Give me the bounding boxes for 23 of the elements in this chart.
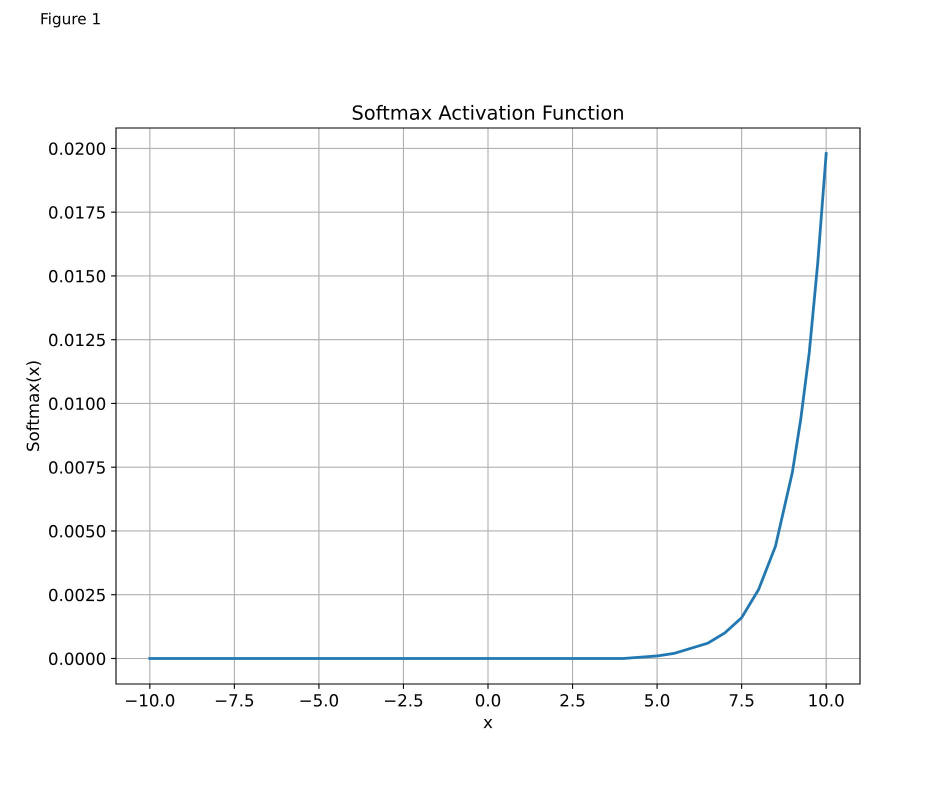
y-tick-label: 0.0000 [49, 652, 106, 666]
y-tick-label: 0.0150 [49, 270, 106, 282]
x-tick-label: 0.0 [476, 694, 500, 707]
x-tick-label: −2.5 [384, 694, 422, 707]
line-series [148, 152, 828, 660]
x-tick-label: −10.0 [126, 694, 174, 707]
y-tick-label: 0.0175 [49, 206, 105, 219]
x-tick-label: −7.5 [216, 694, 254, 707]
y-tick-label: 0.0125 [49, 334, 105, 346]
x-axis-title: x [484, 718, 492, 728]
x-tick-label: 5.0 [645, 694, 670, 707]
y-tick-label: 0.0100 [49, 397, 106, 410]
chart-title: Softmax Activation Function [352, 104, 623, 120]
x-tick-label: 10.0 [809, 694, 844, 707]
x-tick-label: 7.5 [730, 694, 754, 707]
x-tick-label: −5.0 [300, 694, 338, 707]
y-tick-label: 0.0075 [49, 461, 105, 474]
caption: Figure 1 [42, 12, 100, 28]
x-tick-label: 2.5 [560, 694, 584, 707]
y-tick-label: 0.0050 [49, 524, 106, 538]
y-axis-title: Softmax(x) [26, 361, 42, 451]
y-tick-label: 0.0025 [49, 588, 105, 602]
y-tick-label: 0.0200 [49, 142, 106, 155]
